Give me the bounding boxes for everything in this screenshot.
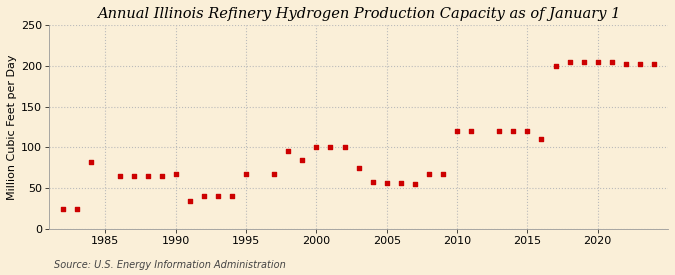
Point: [297, 158, 308, 162]
Point: [452, 129, 462, 133]
Point: [396, 181, 406, 186]
Point: [170, 171, 181, 176]
Title: Annual Illinois Refinery Hydrogen Production Capacity as of January 1: Annual Illinois Refinery Hydrogen Produc…: [97, 7, 620, 21]
Point: [241, 171, 252, 176]
Point: [423, 171, 434, 176]
Point: [58, 207, 69, 211]
Point: [367, 180, 378, 184]
Point: [649, 62, 659, 66]
Point: [536, 137, 547, 141]
Point: [494, 129, 505, 133]
Point: [198, 194, 209, 199]
Point: [72, 207, 83, 211]
Point: [213, 194, 223, 199]
Point: [550, 64, 561, 68]
Point: [564, 60, 575, 65]
Point: [283, 148, 294, 153]
Point: [381, 181, 392, 186]
Point: [620, 62, 631, 66]
Point: [128, 174, 139, 178]
Point: [142, 174, 153, 178]
Point: [437, 171, 448, 176]
Point: [466, 129, 477, 133]
Point: [269, 171, 279, 176]
Point: [86, 160, 97, 164]
Point: [227, 194, 238, 199]
Point: [606, 60, 617, 65]
Point: [339, 145, 350, 150]
Point: [353, 166, 364, 170]
Point: [522, 129, 533, 133]
Text: Source: U.S. Energy Information Administration: Source: U.S. Energy Information Administ…: [54, 260, 286, 270]
Point: [311, 144, 322, 149]
Point: [114, 174, 125, 178]
Point: [410, 182, 421, 186]
Point: [325, 145, 336, 150]
Y-axis label: Million Cubic Feet per Day: Million Cubic Feet per Day: [7, 54, 17, 200]
Point: [157, 174, 167, 178]
Point: [593, 60, 603, 65]
Point: [578, 60, 589, 65]
Point: [184, 198, 195, 203]
Point: [508, 129, 518, 133]
Point: [634, 62, 645, 66]
